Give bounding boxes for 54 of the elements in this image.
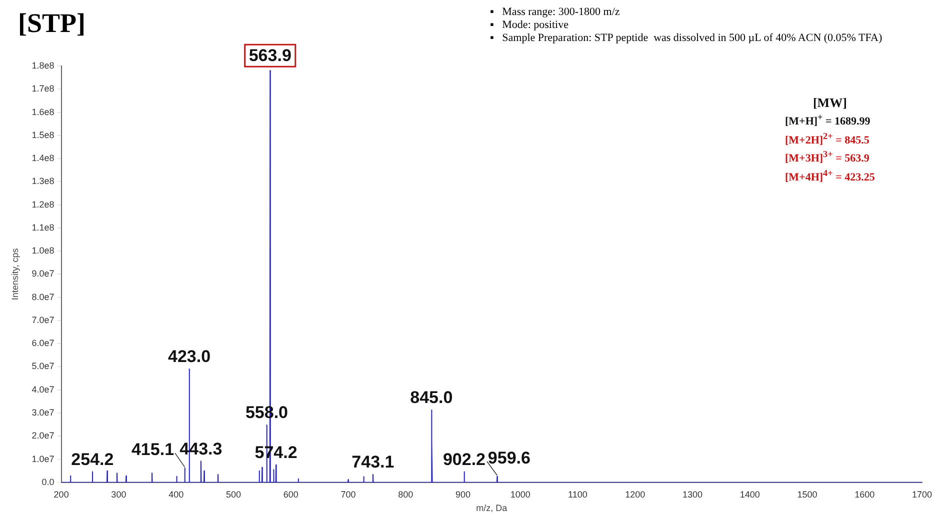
y-tick-label: 2.0e7 [32, 430, 54, 441]
annotation: [MW] [812, 95, 848, 110]
x-tick-label: 200 [54, 489, 69, 500]
y-tick-label: 1.5e8 [32, 130, 54, 140]
y-tick-label: 6.0e7 [32, 338, 54, 348]
text: ▪ Sample Preparation: STP peptide was dissolved in 500 µL of 40% ACN (0.05% TFA) [490, 32, 882, 45]
x-tick-label: 300 [111, 489, 126, 500]
x-tick-label: 1000 [510, 489, 530, 500]
annotation: 743.1 [352, 452, 394, 472]
x-tick-label: 1400 [740, 489, 760, 500]
y-tick-label: 9.0e7 [32, 268, 54, 279]
annotation: 423.0 [168, 347, 211, 366]
y-tick-label: 1.6e8 [32, 106, 54, 117]
y-tick-label: 1.0e8 [32, 246, 54, 256]
y-tick-label: 1.4e8 [32, 153, 54, 164]
y-tick-label: 1.3e8 [32, 176, 54, 186]
y-tick-label: 1.1e8 [32, 222, 54, 232]
x-tick-label: 600 [283, 489, 298, 500]
text: ▪ Mass range: 300-1800 m/z [490, 6, 621, 19]
x-tick-label: 400 [168, 489, 184, 500]
annotation: 415.1 [131, 440, 174, 460]
x-tick-label: 700 [340, 489, 356, 500]
x-tick-label: 1200 [625, 489, 646, 500]
y-tick-label: 0.0 [42, 476, 54, 487]
y-tick-label: 1.8e8 [32, 60, 54, 70]
annotation: [M+3H]$^{3+}$ = 563.9 [785, 148, 870, 166]
annotation: [M+2H]$^{2+}$ = 845.5 [785, 130, 870, 148]
y-axis-title: Intensity, cps [10, 248, 20, 300]
x-tick-label: 1500 [797, 489, 818, 500]
y-tick-label: 1.7e8 [32, 84, 54, 94]
annotation: 563.9 [248, 46, 292, 65]
x-tick-label: 1600 [854, 489, 875, 500]
annotation: 959.6 [488, 448, 530, 468]
x-tick-label: 500 [226, 489, 241, 500]
y-tick-label: 5.0e7 [32, 361, 54, 372]
x-tick-label: 800 [398, 489, 414, 500]
x-tick-label: 1700 [912, 489, 932, 500]
y-tick-label: 4.0e7 [32, 384, 54, 394]
y-tick-label: 1.0e7 [32, 454, 54, 464]
y-tick-label: 8.0e7 [32, 292, 54, 302]
annotation: [M+H]$^{+}$ = 1689.99 [785, 111, 872, 129]
y-tick-label: 1.2e8 [32, 199, 54, 210]
x-axis-title: m/z, Da [476, 503, 508, 514]
chart-title: [STP] [18, 8, 86, 39]
annotation: 254.2 [71, 450, 114, 469]
annotation: 902.2 [442, 450, 486, 469]
x-tick-label: 1100 [568, 489, 588, 500]
annotation: [M+4H]$^{4+}$ = 423.25 [785, 166, 875, 185]
y-tick-label: 3.0e7 [32, 407, 54, 418]
x-tick-label: 900 [455, 489, 470, 500]
y-tick-label: 7.0e7 [32, 314, 54, 325]
x-tick-label: 1300 [682, 489, 702, 500]
annotation: 845.0 [410, 388, 453, 408]
text: ▪ Mode: positive [490, 19, 570, 32]
